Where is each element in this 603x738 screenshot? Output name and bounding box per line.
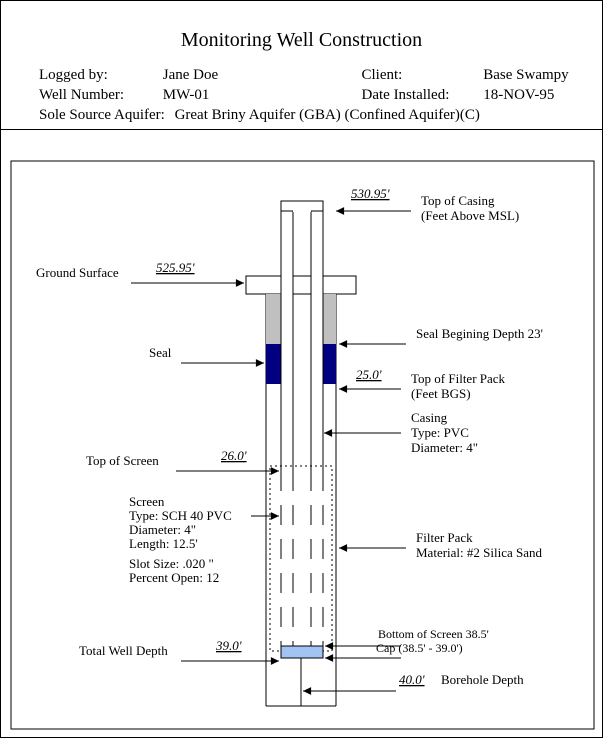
- svg-text:Material: #2 Silica Sand: Material: #2 Silica Sand: [416, 545, 543, 560]
- svg-text:Bottom of Screen 38.5': Bottom of Screen 38.5': [378, 627, 489, 641]
- svg-text:Casing: Casing: [411, 410, 448, 425]
- svg-text:Seal: Seal: [149, 345, 172, 360]
- svg-text:Ground Surface: Ground Surface: [36, 265, 119, 280]
- svg-text:Length: 12.5': Length: 12.5': [129, 536, 198, 551]
- svg-text:26.0': 26.0': [221, 448, 247, 463]
- svg-text:Top of Screen: Top of Screen: [86, 453, 159, 468]
- svg-text:Type: PVC: Type: PVC: [411, 425, 469, 440]
- svg-text:Seal Begining Depth 23': Seal Begining Depth 23': [416, 326, 543, 341]
- svg-text:Top of Casing: Top of Casing: [421, 193, 495, 208]
- svg-text:25.0': 25.0': [356, 367, 382, 382]
- svg-text:Type: SCH 40 PVC: Type: SCH 40 PVC: [129, 508, 232, 523]
- svg-text:Cap (38.5' - 39.0'): Cap (38.5' - 39.0'): [376, 641, 463, 655]
- svg-text:Slot Size: .020 ": Slot Size: .020 ": [129, 556, 214, 571]
- svg-text:Borehole Depth: Borehole Depth: [441, 672, 524, 687]
- svg-text:525.95': 525.95': [156, 260, 195, 275]
- svg-text:(Feet BGS): (Feet BGS): [411, 386, 471, 401]
- svg-text:530.95': 530.95': [351, 186, 390, 201]
- page-root: Monitoring Well Construction Logged by: …: [0, 0, 603, 738]
- well-diagram: 530.95' Top of Casing(Feet Above MSL) Grou…: [1, 1, 603, 738]
- svg-text:40.0': 40.0': [399, 672, 425, 687]
- svg-text:Screen: Screen: [129, 494, 165, 509]
- svg-text:39.0': 39.0': [215, 638, 242, 653]
- svg-text:Diameter: 4": Diameter: 4": [129, 522, 196, 537]
- svg-text:Diameter: 4": Diameter: 4": [411, 440, 478, 455]
- svg-text:Top of Filter Pack: Top of Filter Pack: [411, 371, 506, 386]
- svg-text:Total Well Depth: Total Well Depth: [79, 643, 168, 658]
- svg-text:(Feet Above MSL): (Feet Above MSL): [421, 208, 519, 223]
- svg-text:Filter Pack: Filter Pack: [416, 530, 473, 545]
- svg-text:Percent Open: 12: Percent Open: 12: [129, 570, 219, 585]
